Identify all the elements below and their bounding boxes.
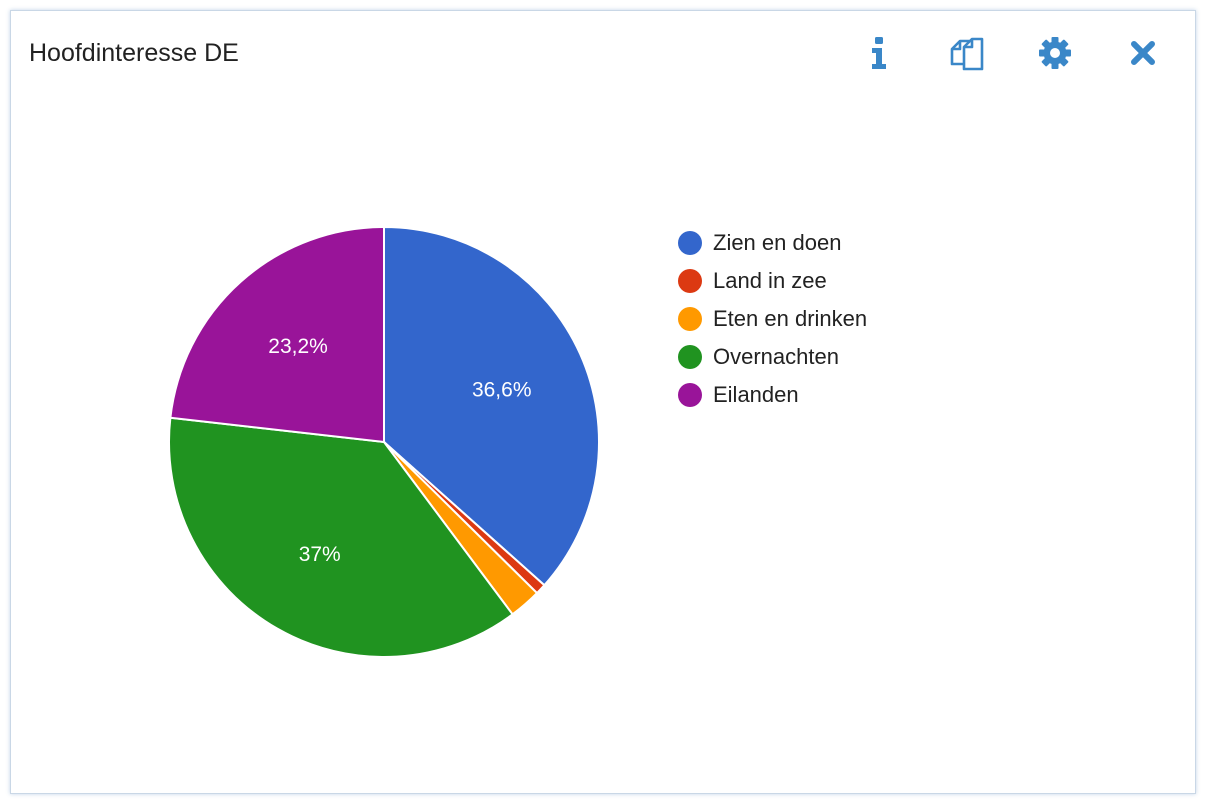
widget-title: Hoofdinteresse DE	[29, 39, 239, 67]
legend-label: Zien en doen	[713, 230, 842, 255]
legend-item-zien-en-doen[interactable]: Zien en doen	[678, 224, 867, 262]
copy-icon	[950, 37, 984, 71]
pie-chart: 36,6% 37% 23,2%	[168, 225, 600, 658]
pie-slice-zien-en-doen[interactable]	[383, 225, 600, 587]
legend-label: Eten en drinken	[713, 306, 868, 331]
pie-slice-overnachten[interactable]	[168, 416, 514, 658]
legend-label: Eilanden	[713, 382, 799, 407]
legend-label: Overnachten	[713, 344, 839, 369]
widget-toolbar	[813, 31, 1165, 75]
chart-widget: Hoofdinteresse DE	[10, 10, 1196, 794]
legend-swatch	[678, 307, 702, 331]
copy-button[interactable]	[945, 31, 989, 75]
legend-swatch	[678, 345, 702, 369]
slice-label-zien-en-doen: 36,6%	[472, 378, 532, 401]
legend-item-eilanden[interactable]: Eilanden	[678, 376, 867, 414]
legend-item-eten-en-drinken[interactable]: Eten en drinken	[678, 300, 867, 338]
legend-item-land-in-zee[interactable]: Land in zee	[678, 262, 867, 300]
close-button[interactable]	[1121, 31, 1165, 75]
slice-label-overnachten: 37%	[299, 543, 341, 566]
legend-item-overnachten[interactable]: Overnachten	[678, 338, 867, 376]
chart-legend: Zien en doen Land in zee Eten en drinken Ov…	[678, 224, 867, 414]
info-button[interactable]	[857, 31, 901, 75]
legend-label: Land in zee	[713, 268, 827, 293]
slice-label-eilanden: 23,2%	[268, 335, 328, 358]
legend-swatch	[678, 383, 702, 407]
legend-swatch	[678, 269, 702, 293]
close-icon	[1131, 41, 1155, 65]
pie-slice-eilanden[interactable]	[169, 225, 385, 444]
gear-icon	[1039, 37, 1071, 69]
info-icon	[872, 37, 886, 69]
settings-button[interactable]	[1033, 31, 1077, 75]
legend-swatch	[678, 231, 702, 255]
